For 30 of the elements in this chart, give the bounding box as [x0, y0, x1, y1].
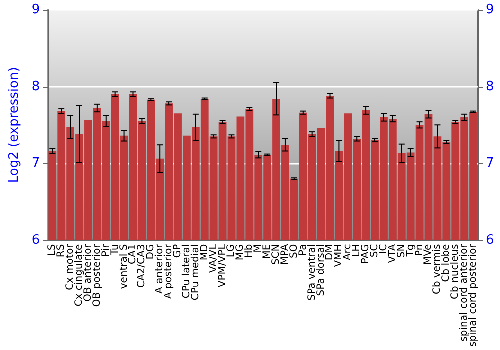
x-tick-label: Pa	[298, 244, 309, 256]
x-tick-label: MVe	[423, 244, 434, 266]
x-tick-label: SN	[396, 244, 408, 258]
x-tick-label: Pir	[100, 243, 112, 257]
x-tick-label: RS	[56, 244, 68, 258]
x-tick-label: SO	[288, 244, 300, 259]
y2-tick-label: 9	[486, 2, 494, 18]
x-tick-label: OB posterior	[92, 243, 103, 308]
x-tick-label: Tu	[110, 244, 121, 256]
y-axis-title: Log2 (expression)	[7, 67, 22, 184]
x-tick-label: GP	[172, 244, 184, 258]
x-tick-label: A posterior	[164, 243, 175, 300]
x-tick-label: MPA	[280, 244, 291, 266]
y-tick-label: 9	[32, 2, 40, 18]
y2-tick-label: 7	[486, 156, 494, 172]
x-tick-label: VTA	[387, 244, 398, 264]
x-tick-label: VA/VL	[208, 244, 220, 274]
y-tick-label: 8	[32, 79, 40, 94]
y-tick-label: 6	[32, 232, 40, 248]
x-tick-label: DG	[146, 244, 157, 260]
x-tick-label: Tg	[405, 244, 416, 258]
x-tick-label: spinal cord posterior	[468, 243, 480, 348]
x-tick-label: IC	[378, 244, 390, 254]
x-tick-label: SPa dorsal	[316, 244, 327, 296]
y2-tick-label: 6	[486, 232, 494, 248]
x-tick-label: CPu medial	[190, 244, 202, 301]
y-tick-label: 7	[32, 156, 40, 172]
y2-tick-label: 8	[486, 79, 494, 94]
x-tick-label: Cb lobe	[441, 244, 452, 282]
x-tick-label: MD	[199, 244, 210, 261]
